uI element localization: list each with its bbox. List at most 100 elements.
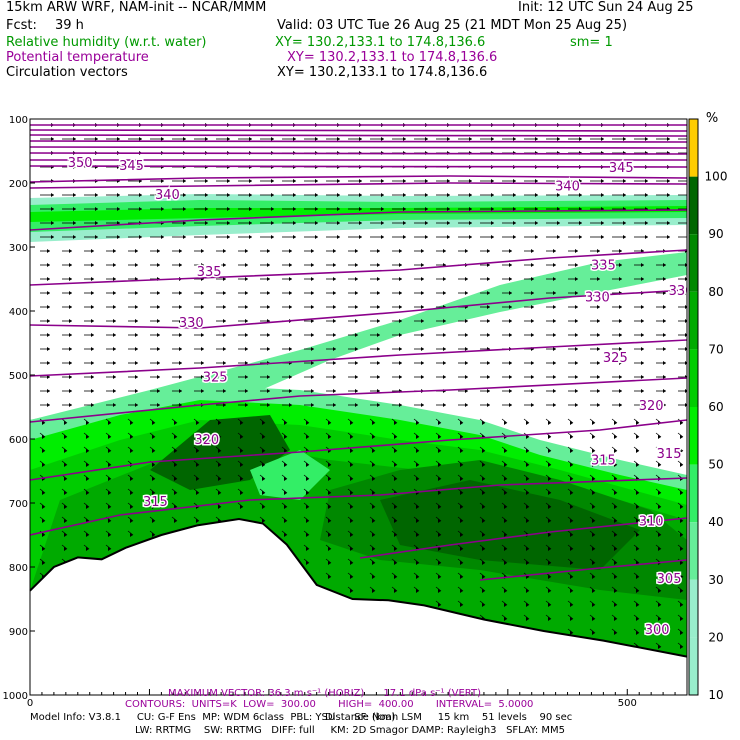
wind-vector [172, 389, 182, 393]
wind-vector [369, 474, 376, 481]
wind-vector [480, 333, 490, 337]
wind-vector [634, 277, 644, 281]
theta-contour [30, 140, 687, 143]
wind-vector [502, 207, 516, 211]
wind-vector [436, 291, 446, 295]
colorbar-tick-label: 40 [708, 515, 723, 529]
wind-vector [304, 221, 318, 225]
wind-vector [391, 460, 398, 467]
contour-label: 325 [203, 370, 228, 385]
wind-vector [590, 249, 600, 253]
wind-vector [193, 446, 200, 453]
wind-vector [677, 628, 684, 635]
wind-vector [347, 558, 354, 565]
wind-vector [502, 333, 512, 337]
wind-vector [545, 614, 552, 621]
wind-vector [194, 235, 208, 239]
wind-vector [128, 193, 142, 197]
wind-vector [172, 361, 182, 365]
wind-vector [677, 502, 684, 509]
wind-vector [436, 347, 446, 351]
wind-vector [678, 180, 687, 182]
wind-vector [194, 389, 204, 393]
wind-vector [304, 305, 314, 309]
contour-label: 330 [585, 290, 610, 305]
wind-vector [172, 193, 186, 197]
wind-vector [281, 474, 288, 481]
colorbar-frame [688, 118, 699, 696]
wind-vector [238, 347, 248, 351]
wind-vector [524, 375, 534, 379]
wind-vector [633, 418, 640, 425]
theta-contour [30, 249, 687, 286]
wind-vector [194, 347, 204, 351]
wind-vector [105, 460, 112, 467]
wind-vector [83, 460, 90, 467]
wind-vector [590, 347, 600, 351]
wind-vector [546, 179, 560, 183]
wind-vector [392, 207, 406, 211]
wind-vector [84, 263, 94, 267]
wind-vector [216, 179, 230, 183]
wind-vector [149, 502, 156, 509]
wind-vector [414, 137, 428, 141]
wind-vector [634, 319, 644, 323]
wind-vector [523, 418, 530, 425]
wind-vector [282, 179, 296, 183]
wind-vector [568, 305, 578, 309]
wind-vector [62, 291, 72, 295]
wind-vector [304, 137, 318, 141]
wind-vector [237, 502, 244, 509]
wind-vector [259, 446, 266, 453]
wind-vector [414, 235, 428, 239]
wind-vector [84, 235, 98, 239]
wind-vector [370, 263, 380, 267]
model-title: 15km ARW WRF, NAM-init -- NCAR/MMM [6, 0, 267, 15]
wind-vector [391, 418, 398, 425]
wind-vector [150, 137, 164, 141]
x-axis: 0 500 [27, 689, 688, 709]
wind-vector [370, 403, 380, 407]
wind-vector [458, 221, 472, 225]
wind-vector [62, 277, 72, 281]
wind-vector [568, 263, 578, 267]
wind-vector [61, 460, 68, 467]
wind-vector [348, 249, 358, 253]
wind-vector [149, 418, 156, 425]
wind-vector [677, 572, 684, 579]
wind-vector [369, 446, 376, 453]
wind-vector [656, 137, 670, 141]
wind-vector [611, 460, 618, 467]
wind-vector [61, 418, 68, 425]
rh-xy: XY= 130.2,133.1 to 174.8,136.6 [275, 35, 486, 50]
wind-vector [457, 460, 464, 467]
wind-vector [677, 446, 684, 453]
wind-vector [392, 235, 406, 239]
wind-vector [150, 193, 164, 197]
wind-vector [567, 530, 574, 537]
wind-vector [84, 305, 94, 309]
wind-vector [480, 263, 490, 267]
theta-contour [30, 134, 687, 137]
wind-vector [194, 207, 208, 211]
wind-vector [568, 319, 578, 323]
wind-vector [172, 305, 182, 309]
wind-vector [281, 418, 288, 425]
wind-vector [524, 291, 534, 295]
wind-vector [348, 263, 358, 267]
theta-contour [30, 477, 687, 536]
wind-vector [612, 403, 622, 407]
wind-vector [501, 558, 508, 565]
wind-vector [611, 614, 618, 621]
wind-vector [656, 235, 670, 239]
y-tick-label: 1000 [3, 691, 28, 702]
model-info: Model Info: V3.8.1 CU: G-F Ens MP: WDM 6… [30, 712, 573, 723]
wind-vector [83, 544, 90, 551]
wind-vector [193, 516, 200, 523]
wind-vector [524, 389, 534, 393]
wind-vector [523, 600, 530, 607]
wind-vector [260, 277, 270, 281]
wind-vector [348, 347, 358, 351]
wind-vector [655, 502, 662, 509]
wind-vector [348, 305, 358, 309]
